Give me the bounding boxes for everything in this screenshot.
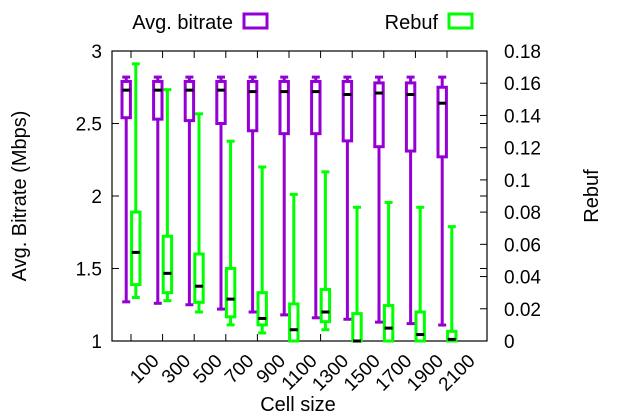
avg-bitrate-box: [246, 79, 259, 133]
legend-swatch-rebuf: [447, 12, 474, 30]
rebuf-box: [446, 329, 458, 343]
rebuf-box: [382, 304, 395, 343]
rebuf-box: [161, 234, 174, 295]
y2-tick-label: 0.06: [504, 235, 541, 256]
y-tick-label: 1.5: [76, 260, 102, 281]
x-tick-label: 100: [126, 351, 163, 388]
rebuf-box: [224, 267, 237, 319]
legend-swatch-avg-bitrate: [242, 12, 269, 30]
avg-bitrate-box: [436, 85, 448, 159]
avg-bitrate-box: [341, 79, 354, 143]
y2-tick-label: 0.16: [504, 74, 541, 95]
y2-tick-label: 0.04: [504, 268, 541, 289]
avg-bitrate-box: [310, 79, 322, 136]
y2-tick-label: 0: [504, 332, 515, 353]
y2-axis-title: Rebuf: [581, 169, 603, 223]
avg-bitrate-box: [152, 79, 164, 121]
x-tick-label: 700: [221, 351, 258, 388]
x-axis-title: Cell size: [260, 394, 336, 416]
legend-label-rebuf: Rebuf: [385, 12, 439, 34]
avg-bitrate-box: [215, 79, 227, 125]
rebuf-box: [256, 291, 268, 327]
y2-tick-label: 0.1: [504, 171, 530, 192]
y2-tick-label: 0.12: [504, 139, 541, 160]
rebuf-box: [319, 287, 332, 324]
avg-bitrate-box: [373, 81, 385, 149]
avg-bitrate-box: [278, 79, 290, 136]
rebuf-box: [288, 302, 300, 343]
x-tick-label: 500: [190, 351, 227, 388]
y2-tick-label: 0.02: [504, 300, 541, 321]
rebuf-box: [414, 310, 426, 343]
avg-bitrate-box: [404, 81, 417, 153]
rebuf-box: [351, 312, 363, 343]
y-tick-label: 3: [91, 42, 102, 63]
y2-tick-label: 0.14: [504, 106, 541, 127]
avg-bitrate-box: [120, 79, 132, 120]
x-tick-label: 300: [158, 351, 195, 388]
y-tick-label: 1: [91, 332, 102, 353]
y-axis-title: Avg. Bitrate (Mbps): [9, 111, 31, 282]
y2-tick-label: 0.08: [504, 203, 541, 224]
x-tick-label: 2100: [435, 351, 480, 396]
avg-bitrate-box: [183, 79, 196, 123]
legend-label-avg-bitrate: Avg. bitrate: [132, 12, 233, 34]
y2-tick-label: 0.18: [504, 42, 541, 63]
y-tick-label: 2: [91, 187, 102, 208]
y-tick-label: 2.5: [76, 115, 102, 136]
rebuf-box: [130, 210, 142, 287]
rebuf-box: [193, 252, 205, 304]
